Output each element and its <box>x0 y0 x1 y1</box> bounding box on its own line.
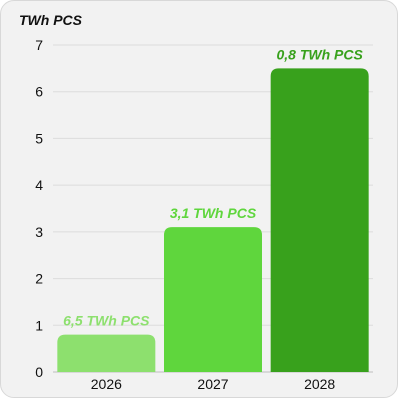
y-tick-label: 5 <box>35 130 43 146</box>
x-tick-label: 2026 <box>91 376 122 392</box>
x-tick-label: 2028 <box>304 376 335 392</box>
y-tick-label: 6 <box>35 84 43 100</box>
y-tick-label: 4 <box>35 177 43 193</box>
bar <box>57 334 156 372</box>
y-tick-label: 7 <box>35 37 43 53</box>
data-label: 0,8 TWh PCS <box>276 46 363 62</box>
x-tick-label: 2027 <box>197 376 228 392</box>
data-label: 6,5 TWh PCS <box>63 313 150 329</box>
y-tick-label: 1 <box>35 317 43 333</box>
y-axis-unit-title: TWh PCS <box>19 12 82 28</box>
data-label: 3,1 TWh PCS <box>170 205 257 221</box>
y-tick-label: 0 <box>35 364 43 380</box>
y-tick-label: 2 <box>35 271 43 287</box>
bar <box>270 68 369 372</box>
bar <box>164 227 262 372</box>
y-tick-label: 3 <box>35 224 43 240</box>
